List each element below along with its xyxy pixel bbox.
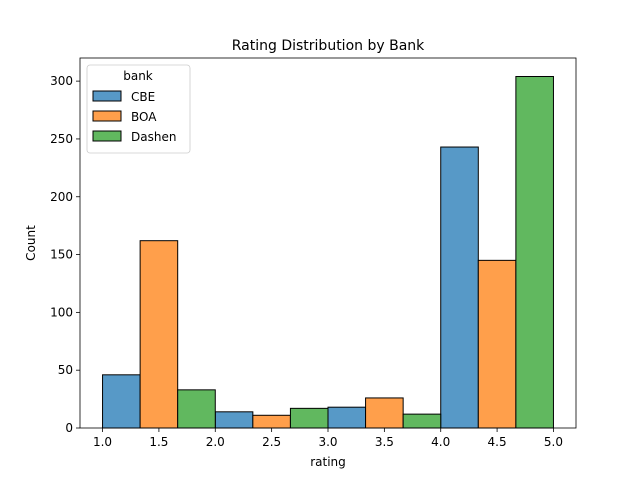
y-tick-label: 300: [50, 74, 73, 88]
legend-swatch-boa: [92, 110, 122, 122]
y-tick-label: 100: [50, 305, 73, 319]
bars-layer: [102, 76, 554, 429]
bar-boa-2: [252, 414, 291, 429]
y-tick-label: 150: [50, 248, 73, 262]
legend-label-cbe: CBE: [131, 90, 155, 104]
x-tick-label: 2.5: [262, 435, 281, 449]
legend: bank CBE BOA Dashen: [86, 64, 191, 154]
legend-items: CBE BOA Dashen: [92, 90, 176, 144]
x-axis: 1.0 1.5 2.0 2.5 3.0 3.5 4.0 4.5 5.0: [93, 428, 563, 449]
y-axis-label: Count: [24, 225, 38, 261]
bar-dashen-4: [515, 76, 554, 429]
x-tick-label: 3.0: [318, 435, 337, 449]
y-tick-label: 50: [58, 363, 73, 377]
bar-cbe-4: [440, 146, 479, 429]
bar-dashen-1: [177, 389, 216, 429]
x-tick-label: 4.0: [431, 435, 450, 449]
x-tick-label: 2.0: [206, 435, 225, 449]
x-tick-label: 1.5: [149, 435, 168, 449]
bar-cbe-1: [102, 374, 141, 429]
x-tick-label: 5.0: [544, 435, 563, 449]
bar-cbe-3: [327, 406, 367, 429]
bar-cbe-2: [214, 411, 254, 429]
x-axis-label: rating: [310, 455, 346, 469]
bar-dashen-3: [402, 413, 442, 429]
legend-swatch-cbe: [92, 90, 122, 102]
bar-dashen-2: [289, 407, 329, 429]
legend-label-dashen: Dashen: [131, 130, 176, 144]
y-tick-label: 250: [50, 132, 73, 146]
x-tick-label: 1.0: [93, 435, 112, 449]
x-tick-label: 3.5: [375, 435, 394, 449]
y-tick-label: 0: [65, 421, 73, 435]
legend-swatch-dashen: [92, 130, 122, 142]
legend-title: bank: [123, 69, 153, 83]
chart-title: Rating Distribution by Bank: [232, 38, 425, 54]
bar-boa-1: [139, 240, 179, 429]
x-tick-label: 4.5: [488, 435, 507, 449]
bar-boa-3: [365, 397, 404, 429]
bar-boa-4: [477, 259, 517, 429]
y-axis: 0 50 100 150 200 250 300: [50, 74, 80, 435]
y-tick-label: 200: [50, 190, 73, 204]
legend-label-boa: BOA: [131, 110, 157, 124]
